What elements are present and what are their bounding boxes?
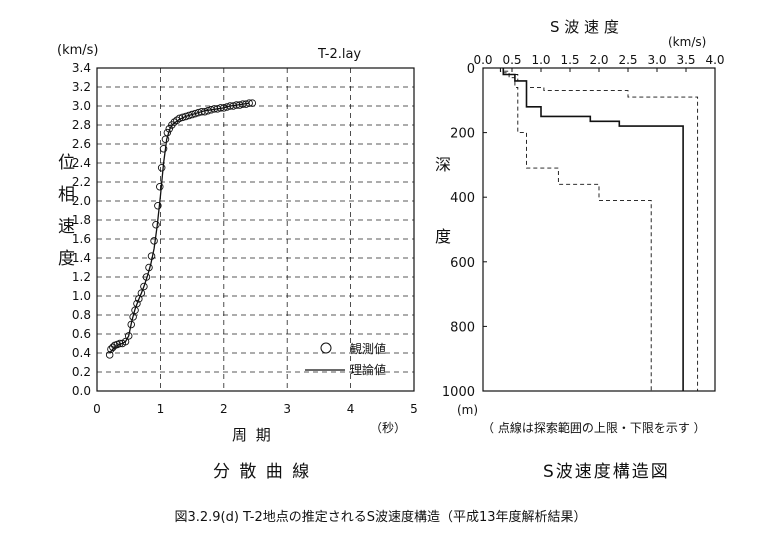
observed-point [170,118,179,126]
observed-point [131,306,139,315]
right-chart-yunit: (m) [457,403,478,417]
left-xtick-label: 2 [220,402,228,416]
left-chart-legend: 観測値 理論値 [305,341,386,377]
left-ytick-label: 3.4 [72,61,91,75]
right-xtick-label: 1.0 [531,53,550,67]
observed-point [145,263,153,272]
observed-point [157,163,166,172]
left-ytick-label: 1.2 [72,270,91,284]
observed-point [152,220,160,229]
observed-point [248,99,257,107]
legend-observed-label: 観測値 [350,341,386,356]
left-chart-ylabel: 位相速度 [58,153,75,269]
right-chart-note: （ 点線は探索範囲の上限・下限を示す ） [482,420,706,435]
observed-point [107,345,115,353]
right-ytick-label: 1000 [442,385,475,400]
figure-svg: (km/s) T-2.lay 位相速度 周 期 （秒） 0.0 0.2 0.4 0.6… [57,18,725,444]
figure-caption: 図3.2.9(d) T-2地点の推定されるS波速度構造（平成13年度解析結果） [174,510,587,525]
right-ytick-label: 600 [450,256,475,271]
left-chart-ticks: 0.0 0.2 0.4 0.6 0.8 1.0 1.2 1.4 1.6 1.8 2.0 2.2 2.4 2… [72,61,418,416]
left-ytick-label: 0.6 [72,327,91,341]
left-ytick-label: 3.2 [72,80,91,94]
observed-point [140,282,148,291]
observed-point [161,135,170,143]
left-chart-xunit: （秒） [370,421,406,435]
observed-point [137,289,146,297]
left-ytick-label: 3.0 [72,99,91,113]
velocity-profile-line [502,68,684,391]
left-ytick-label: 2.8 [72,118,91,132]
left-ytick-label: 2.4 [72,156,91,170]
legend-observed-marker [320,342,332,354]
left-ytick-label: 1.6 [72,232,91,246]
left-ytick-label: 0.8 [72,308,91,322]
search-bound-line [499,68,699,391]
right-chart-series [499,68,699,391]
right-xtick-label: 0.5 [502,53,521,67]
observed-point [121,337,130,346]
search-bound-line [499,68,652,391]
observed-point [165,125,174,133]
left-chart-plot-frame [96,67,415,392]
right-xtick-label: 3.0 [647,53,666,67]
left-ytick-label: 0.0 [72,384,91,398]
right-chart-plot-frame [482,67,716,392]
left-ytick-label: 2.2 [72,175,91,189]
dispersion-curve-chart: (km/s) T-2.lay 位相速度 周 期 （秒） 0.0 0.2 0.4 0.6… [57,43,418,444]
left-xtick-label: 4 [347,402,355,416]
left-chart-xlabel: 周 期 [232,426,273,444]
observed-point [133,299,141,308]
left-ytick-label: 1.8 [72,213,91,227]
right-chart-xunit: (km/s) [668,35,706,49]
left-ytick-label: 1.0 [72,289,91,303]
s-wave-profile-chart: S 波 速 度 (km/s) 深度 (m) （ 点線は探索範囲の上限・下限を示す… [435,18,725,435]
right-ytick-label: 800 [450,320,475,335]
theoretical-curve [109,102,250,354]
left-ytick-label: 1.4 [72,251,91,265]
right-xtick-label: 3.5 [676,53,695,67]
left-xtick-label: 0 [93,402,101,416]
right-ytick-label: 400 [450,191,475,206]
right-xtick-label: 2.5 [618,53,637,67]
left-chart-caption: 分 散 曲 線 [213,462,312,482]
left-chart-yunit: (km/s) [57,43,99,58]
right-xtick-label: 2.0 [589,53,608,67]
right-ytick-label: 0 [467,62,475,77]
left-xtick-label: 1 [157,402,165,416]
observed-point [163,128,172,137]
left-chart-series [105,99,257,359]
observed-point [142,273,151,281]
observed-point [147,252,156,260]
left-ytick-label: 2.0 [72,194,91,208]
right-chart-ticks: 0.0 0.5 1.0 1.5 2.0 2.5 3.0 3.5 4.0 0 200 400 600 800… [442,53,725,400]
left-ytick-label: 2.6 [72,137,91,151]
right-xtick-label: 0.0 [473,53,492,67]
left-chart-title: T-2.lay [317,47,361,62]
observed-point [124,332,133,340]
right-ytick-label: 200 [450,127,475,142]
left-ytick-label: 0.4 [72,346,91,360]
observed-point [105,351,114,359]
left-xtick-label: 3 [283,402,291,416]
right-chart-ylabel: 深度 [435,155,451,246]
right-xtick-label: 4.0 [705,53,724,67]
observed-point [150,237,158,245]
observed-point [154,201,162,210]
left-ytick-label: 0.2 [72,365,91,379]
observed-point [129,313,137,321]
observed-point [127,320,135,329]
right-chart-caption: S波速度構造図 [543,462,670,482]
observed-point [159,144,168,153]
right-xtick-label: 1.5 [560,53,579,67]
legend-theoretical-label: 理論値 [350,362,386,377]
observed-point [245,99,253,107]
observed-point [156,182,164,191]
left-xtick-label: 5 [410,402,418,416]
right-chart-title: S 波 速 度 [550,18,619,36]
left-chart-grid [97,68,414,391]
